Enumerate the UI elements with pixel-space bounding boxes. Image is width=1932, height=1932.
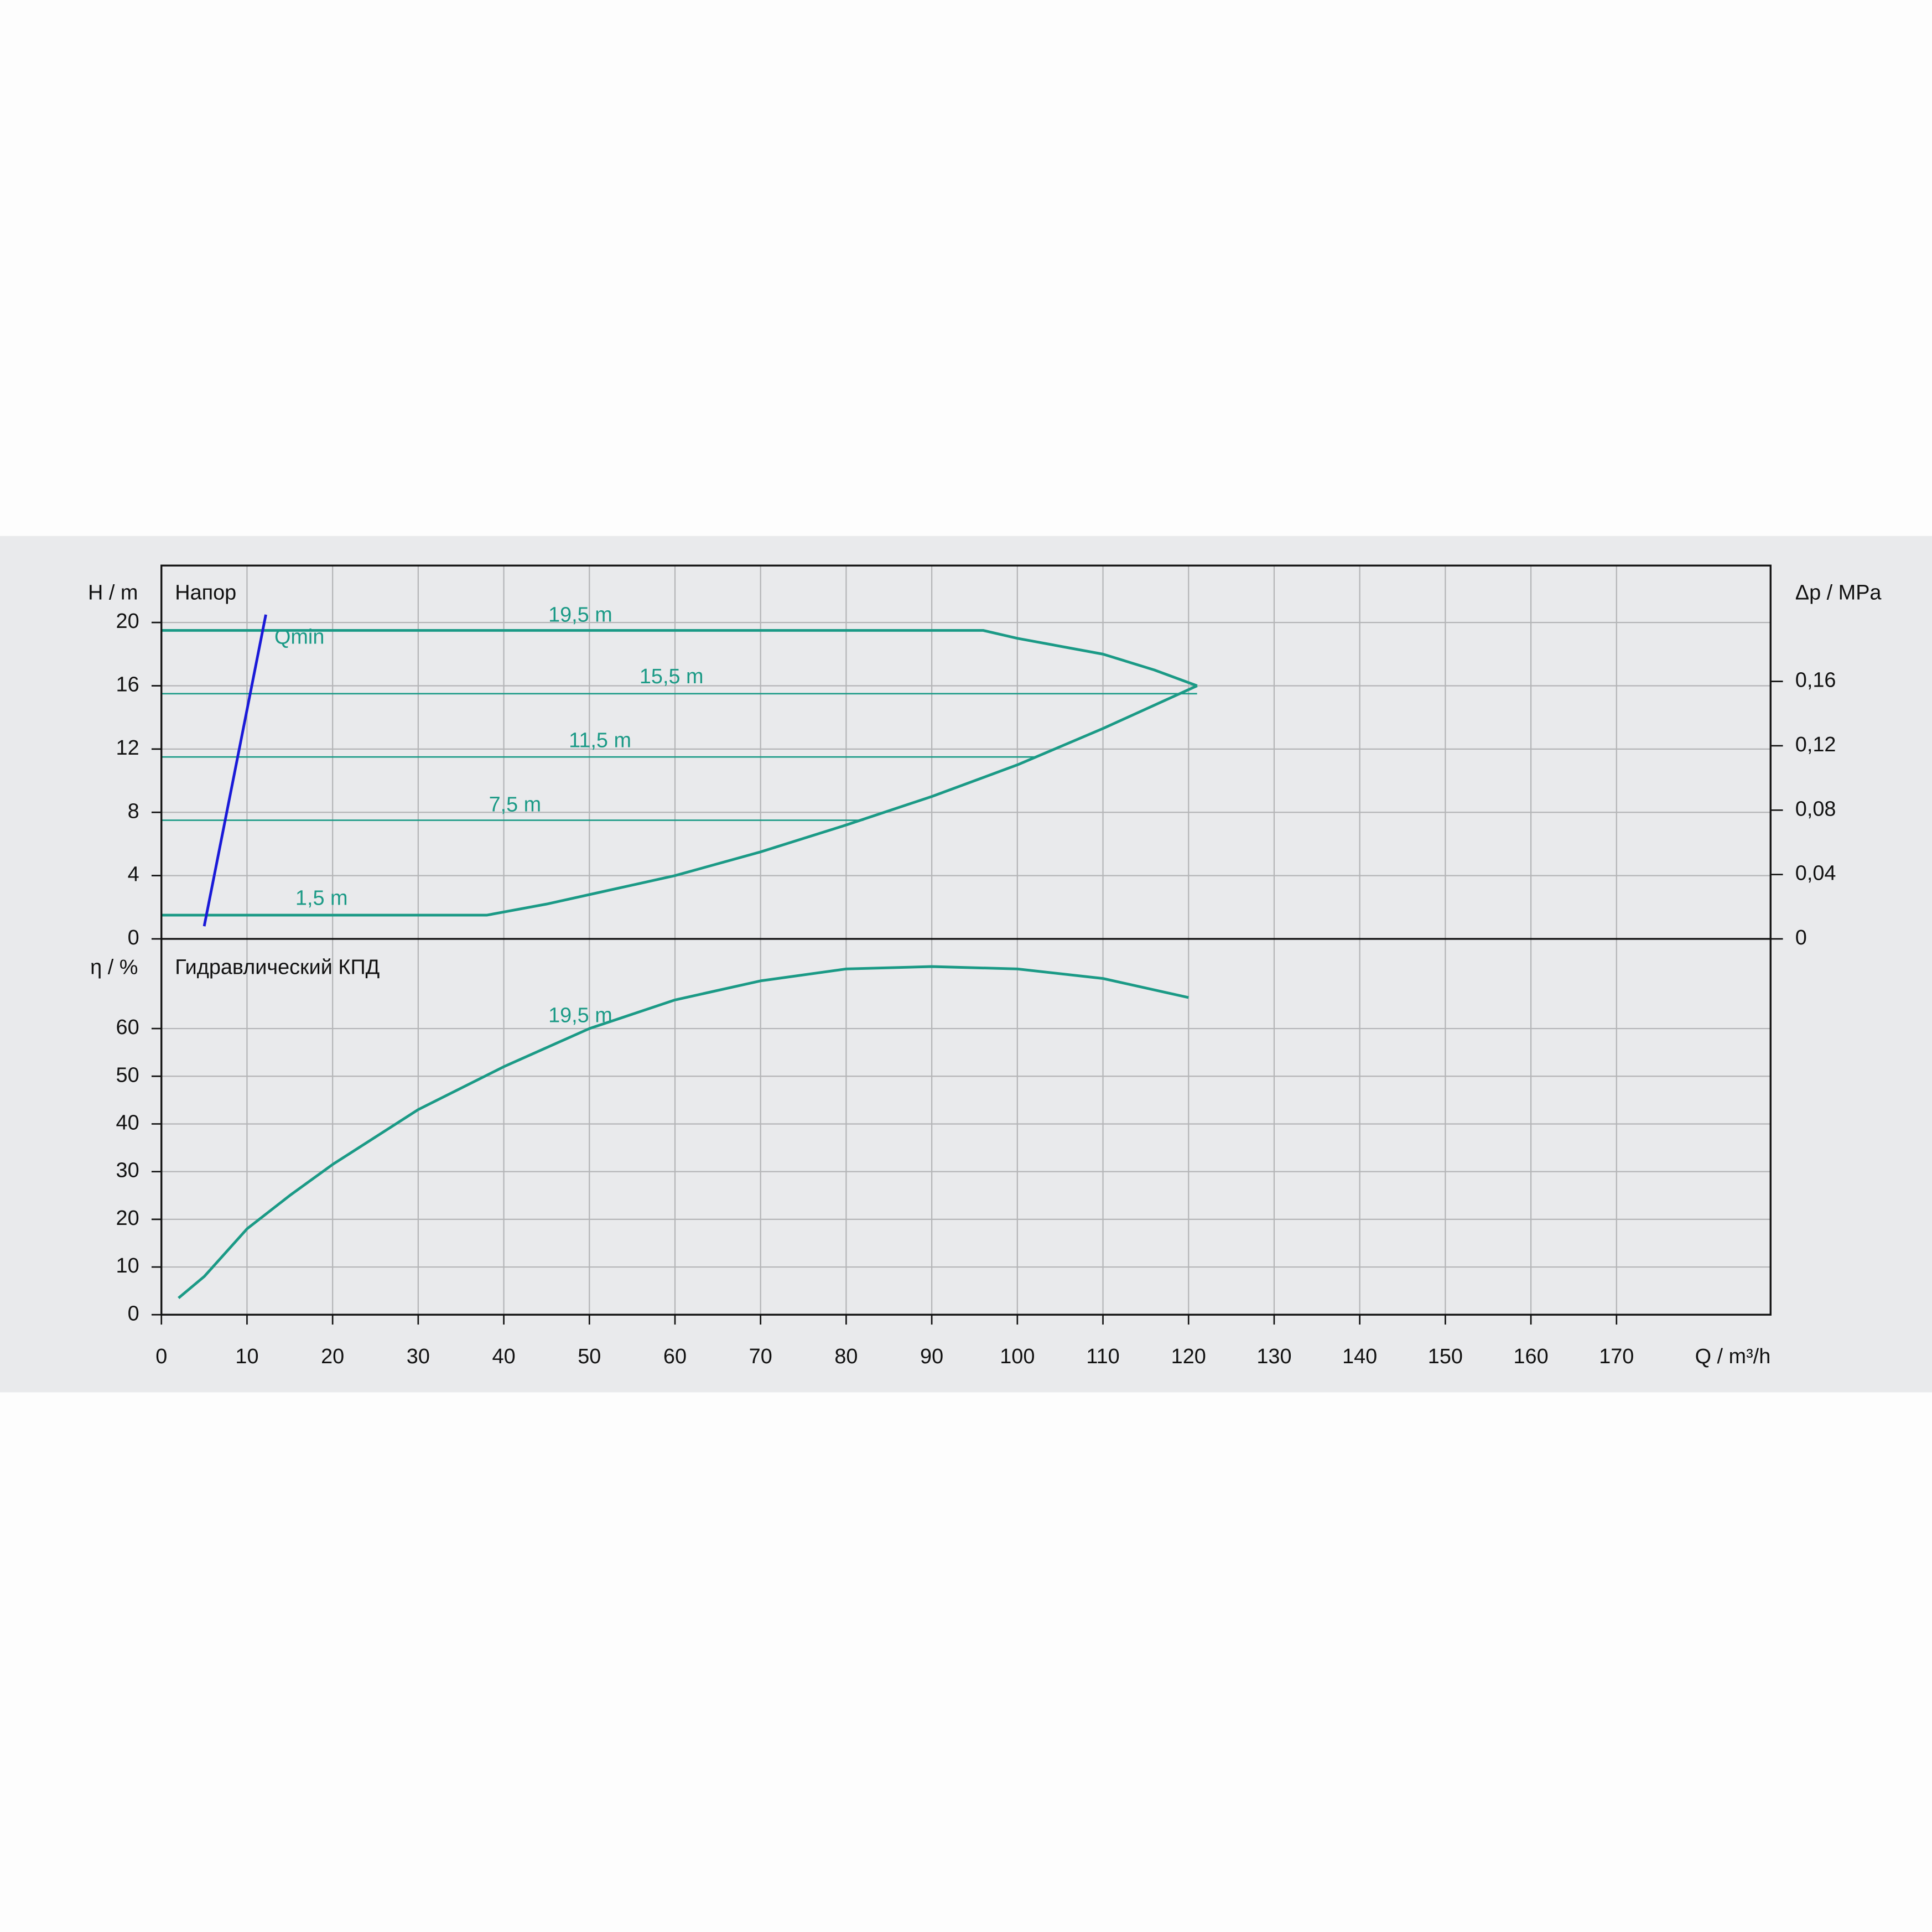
x-tick-label: 50 (578, 1345, 601, 1368)
series-label: Qmin (274, 626, 324, 649)
x-tick-label: 70 (749, 1345, 772, 1368)
series-line (161, 629, 1198, 687)
x-tick-label: 160 (1513, 1345, 1548, 1368)
y-tick-label: 30 (116, 1159, 139, 1182)
series-line (161, 684, 1198, 917)
series-label: 11,5 m (569, 729, 631, 752)
y-tick-label: 20 (116, 1207, 139, 1230)
y-tick-label: 0 (128, 926, 139, 949)
x-tick-label: 150 (1428, 1345, 1463, 1368)
panel-title: Гидравлический КПД (175, 955, 380, 979)
plot-frame (160, 564, 1772, 1316)
y-tick-label: 40 (116, 1111, 139, 1134)
series-label: 7,5 m (489, 793, 542, 816)
y-tick-label: 12 (116, 736, 139, 760)
x-tick-label: 120 (1171, 1345, 1206, 1368)
x-tick-label: 30 (407, 1345, 430, 1368)
series-label: 1,5 m (295, 887, 348, 910)
y-tick-label: 20 (116, 610, 139, 633)
x-tick-label: 40 (492, 1345, 516, 1368)
y2-tick-label: 0 (1795, 926, 1807, 949)
y-tick-label: 0 (128, 1302, 139, 1325)
x-tick-label: 140 (1342, 1345, 1377, 1368)
x-tick-label: 90 (920, 1345, 943, 1368)
x-tick-label: 60 (663, 1345, 687, 1368)
y-axis-label: η / % (90, 955, 138, 979)
series-line (178, 965, 1189, 1299)
x-tick-label: 10 (235, 1345, 258, 1368)
x-tick-label: 110 (1086, 1345, 1119, 1368)
y-tick-label: 16 (116, 673, 139, 697)
panel-title: Напор (175, 581, 236, 604)
y2-tick-label: 0,04 (1795, 862, 1836, 885)
x-tick-label: 100 (1000, 1345, 1035, 1368)
series-label: 15,5 m (640, 665, 704, 688)
series-line (202, 614, 267, 927)
plot (161, 614, 1198, 1299)
y2-tick-label: 0,08 (1795, 797, 1836, 820)
series-label: 19,5 m (548, 604, 612, 627)
y2-tick-label: 0,12 (1795, 733, 1836, 756)
y-tick-label: 4 (128, 863, 139, 886)
y-tick-label: 10 (116, 1254, 139, 1277)
x-tick-label: 130 (1256, 1345, 1291, 1368)
y-tick-label: 60 (116, 1016, 139, 1039)
x-tick-label: 170 (1599, 1345, 1634, 1368)
y-tick-label: 50 (116, 1063, 139, 1087)
x-tick-label: 0 (155, 1345, 167, 1368)
series-label: 19,5 m (548, 1004, 612, 1027)
x-axis-label: Q / m³/h (1695, 1345, 1771, 1368)
x-tick-label: 20 (321, 1345, 344, 1368)
y-tick-label: 8 (128, 799, 139, 823)
chart-background (0, 536, 1932, 1393)
y-axis-label: H / m (88, 581, 138, 604)
x-tick-label: 80 (834, 1345, 858, 1368)
y2-tick-label: 0,16 (1795, 669, 1836, 692)
y2-axis-label: Δp / MPa (1795, 581, 1882, 604)
